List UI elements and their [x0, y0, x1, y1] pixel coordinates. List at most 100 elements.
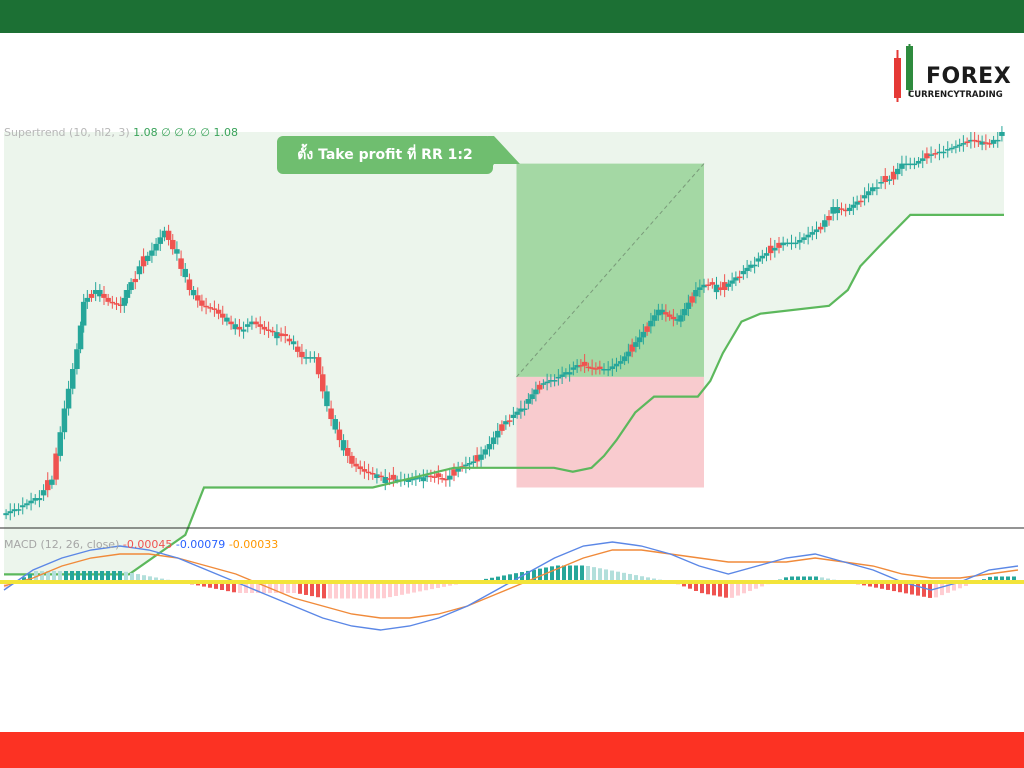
candle-body [80, 301, 87, 326]
macd-histogram-bar [874, 582, 878, 588]
candle-body [932, 153, 938, 155]
candle-body [466, 463, 473, 465]
candle-body [295, 346, 301, 352]
candle-body [578, 365, 584, 367]
macd-histogram-bar [394, 582, 398, 596]
candle-body [878, 182, 884, 184]
candle-body [470, 461, 477, 464]
candle-body [365, 471, 372, 474]
candle-body [633, 342, 639, 347]
macd-histogram-bar [142, 575, 146, 582]
macd-histogram-bar [868, 582, 872, 587]
macd-histogram-bar [634, 575, 638, 582]
macd-histogram-bar [64, 571, 68, 582]
macd-histogram-bar [748, 582, 752, 592]
candle-body [174, 249, 180, 254]
candle-body [207, 307, 213, 309]
macd-histogram-bar [718, 582, 722, 597]
candle-body [311, 357, 318, 359]
candle-body [40, 490, 47, 496]
candle-body [49, 479, 55, 485]
macd-histogram-bar [496, 576, 500, 582]
candle-body [518, 408, 524, 412]
candle-body [670, 316, 677, 320]
macd-histogram-bar [406, 582, 410, 594]
macd-histogram-bar [694, 582, 698, 591]
candle-body [689, 296, 695, 303]
macd-histogram-bar [580, 565, 584, 582]
macd-histogram-bar [1012, 576, 1016, 582]
candle-body [701, 284, 707, 288]
macd-histogram-bar [916, 582, 920, 596]
candle-body [374, 474, 380, 479]
macd-histogram-bar [220, 582, 224, 591]
candle-body [792, 242, 799, 245]
macd-histogram-bar [214, 582, 218, 589]
candle-body [772, 247, 778, 251]
candle-body [495, 430, 501, 438]
candle-body [589, 367, 595, 369]
candle-body [70, 369, 76, 389]
macd-histogram-bar [814, 576, 818, 582]
candle-body [499, 424, 505, 431]
candle-body [486, 444, 493, 450]
macd-histogram-bar [760, 582, 764, 587]
macd-histogram-bar [952, 582, 956, 591]
candle-body [858, 200, 864, 203]
rr-diagonal [516, 163, 705, 378]
candle-body [439, 478, 445, 480]
candle-body [24, 503, 30, 506]
candle-body [846, 207, 853, 211]
macd-histogram-bar [808, 576, 812, 582]
candle-body [817, 226, 824, 230]
candle-body [666, 314, 673, 317]
candle-body [140, 256, 147, 267]
candle-body [882, 175, 888, 183]
macd-histogram-bar [418, 582, 422, 592]
candle-body [32, 498, 38, 501]
candle-body [74, 349, 80, 369]
candle-body [474, 455, 480, 462]
candle-body [551, 380, 558, 382]
candle-body [850, 204, 857, 208]
candle-body [11, 509, 18, 512]
candle-body [861, 195, 868, 199]
macd-histogram-bar [316, 582, 320, 598]
candle-body [674, 319, 680, 321]
macd-histogram-bar [742, 582, 746, 594]
candle-body [420, 477, 427, 482]
candle-body [416, 477, 423, 479]
candle-body [435, 473, 442, 478]
macd-histogram-bar [574, 565, 578, 582]
candle-body [744, 267, 750, 272]
candle-body [182, 268, 188, 278]
candle-body [685, 302, 692, 309]
macd-histogram-bar [958, 582, 962, 589]
candle-body [751, 264, 758, 267]
price-chart[interactable] [0, 0, 1024, 732]
candle-body [324, 391, 330, 407]
candle-body [968, 139, 974, 142]
macd-histogram-bar [592, 567, 596, 582]
candle-body [822, 220, 828, 227]
macd-histogram-bar [646, 577, 650, 582]
macd-histogram-bar [274, 582, 278, 593]
macd-histogram-bar [148, 576, 152, 582]
candle-body [529, 394, 535, 400]
candle-body [228, 321, 234, 325]
candle-body [617, 361, 624, 364]
macd-histogram-bar [790, 576, 794, 582]
candle-body [199, 300, 205, 306]
candle-body [178, 258, 184, 269]
candle-body [20, 505, 26, 508]
candle-body [842, 209, 849, 212]
candle-body [678, 315, 684, 322]
candle-body [65, 388, 72, 409]
candle-body [613, 363, 620, 367]
candle-body [15, 509, 22, 511]
macd-histogram-bar [526, 570, 530, 582]
candle-body [382, 476, 388, 484]
candle-body [97, 290, 103, 297]
candle-body [370, 473, 376, 475]
macd-histogram-bar [136, 574, 140, 582]
